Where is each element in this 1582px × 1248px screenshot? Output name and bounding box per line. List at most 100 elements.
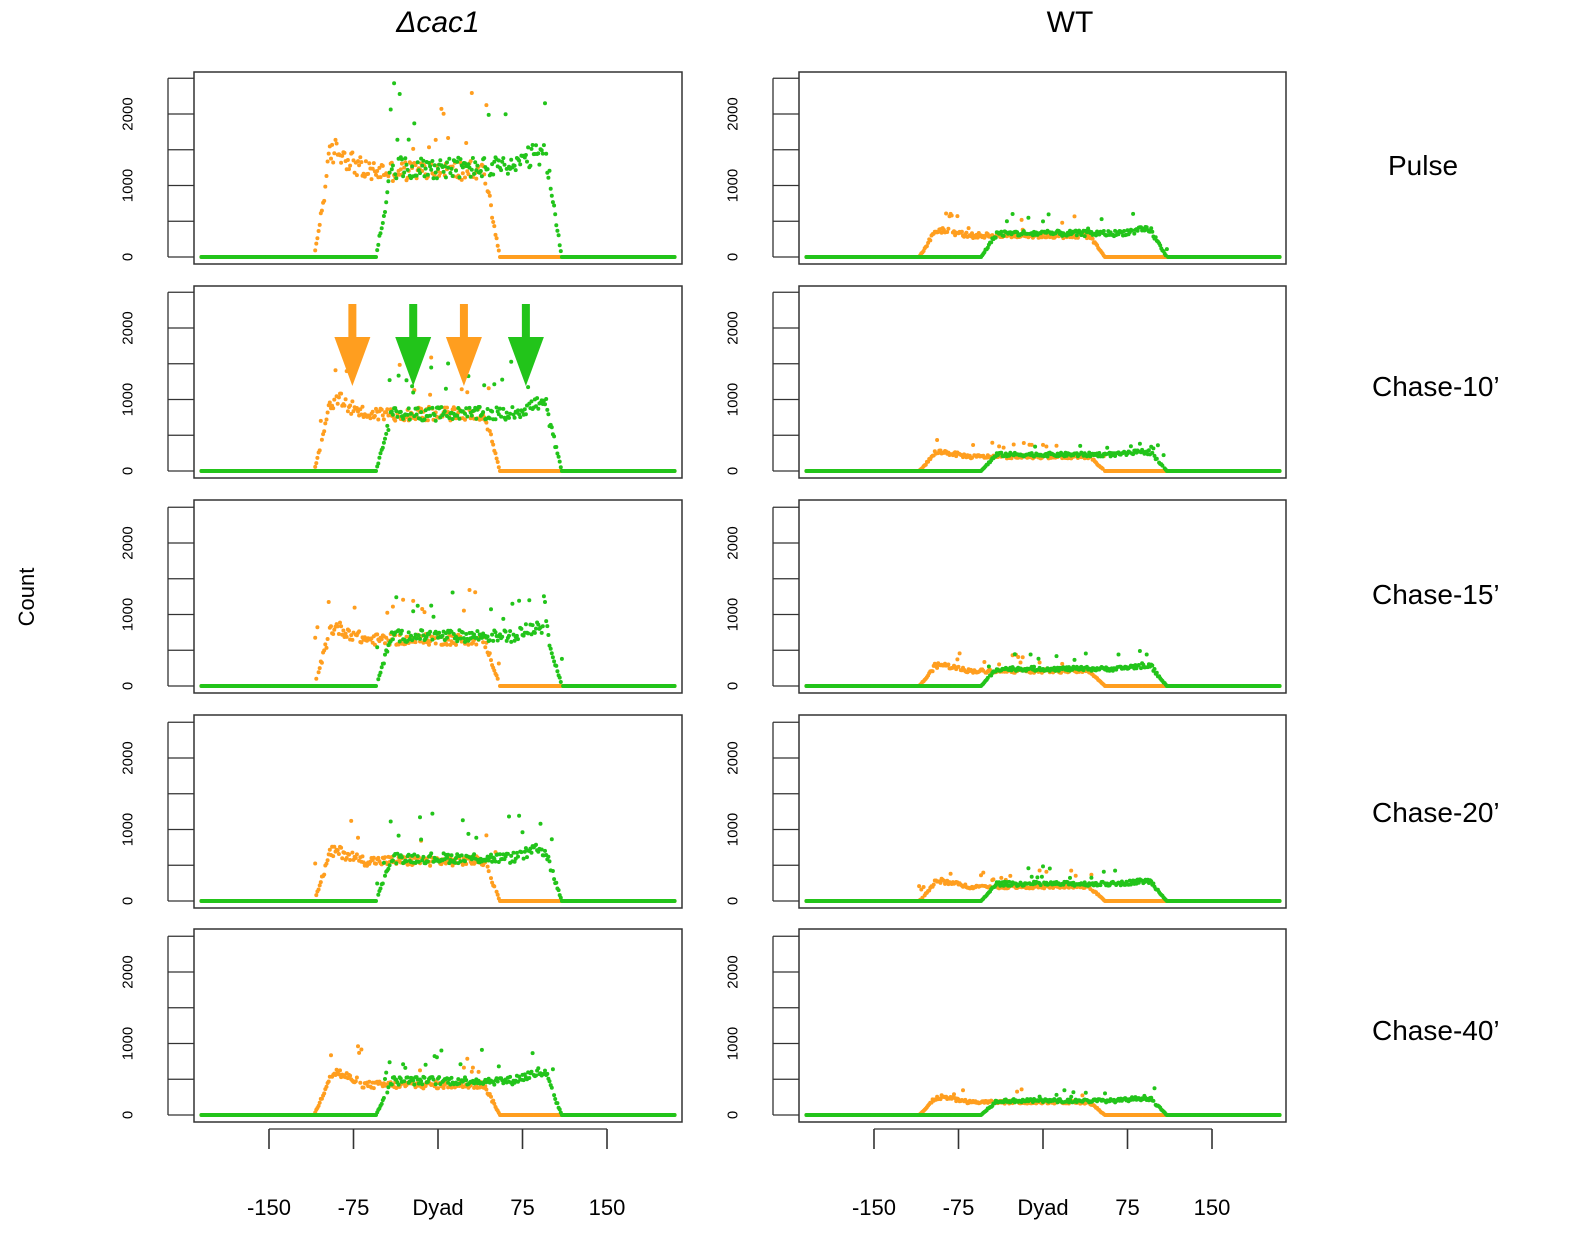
point-orange <box>390 179 395 183</box>
point-green <box>415 854 420 859</box>
y-tick-label: 0 <box>725 253 742 261</box>
point-green <box>520 830 525 835</box>
points <box>199 1044 677 1117</box>
point-orange <box>946 226 951 231</box>
point-orange <box>401 597 406 602</box>
point-green <box>449 1075 454 1080</box>
point-green <box>507 814 511 819</box>
point-orange <box>397 362 402 367</box>
point-green <box>406 852 411 857</box>
point-orange <box>959 229 964 234</box>
point-orange <box>419 406 424 411</box>
point-orange <box>413 640 418 645</box>
point-green <box>412 121 417 126</box>
point-orange <box>319 208 324 213</box>
point-green <box>376 677 381 682</box>
y-tick-label: 1000 <box>120 383 137 416</box>
point-orange <box>371 161 376 166</box>
point-green <box>1010 212 1015 216</box>
point-green <box>499 168 504 173</box>
y-tick-label: 1000 <box>725 169 742 202</box>
point-orange <box>344 634 349 639</box>
point-orange <box>473 590 478 595</box>
point-orange <box>323 421 328 426</box>
point-green <box>505 171 510 176</box>
point-green <box>422 417 427 422</box>
point-orange <box>357 1050 362 1055</box>
point-green <box>385 649 390 654</box>
point-green <box>445 635 449 640</box>
point-green <box>423 166 428 171</box>
point-green <box>469 167 474 172</box>
point-orange <box>377 165 382 170</box>
point-orange <box>314 676 319 681</box>
point-green <box>389 167 394 172</box>
point-orange <box>314 893 319 898</box>
point-green <box>390 163 395 168</box>
point-orange <box>460 171 465 176</box>
point-orange <box>323 184 328 189</box>
point-orange <box>439 106 444 111</box>
point-orange <box>483 181 488 186</box>
point-green <box>429 603 434 608</box>
point-green <box>464 1078 469 1083</box>
point-orange <box>466 642 471 647</box>
point-green <box>519 850 524 855</box>
point-green <box>487 638 492 643</box>
point-orange <box>397 172 402 177</box>
point-orange <box>316 229 321 233</box>
point-green <box>490 409 495 414</box>
point-green <box>449 853 454 858</box>
point-orange <box>386 174 391 179</box>
point-green <box>440 633 445 638</box>
point-orange <box>428 863 433 868</box>
point-orange <box>324 417 329 422</box>
point-orange <box>317 1100 322 1105</box>
point-green <box>449 166 454 171</box>
point-orange <box>325 858 330 863</box>
point-orange <box>490 439 495 444</box>
point-orange <box>333 137 338 142</box>
point-green <box>397 639 402 644</box>
point-green <box>427 160 431 165</box>
point-green <box>479 1047 484 1052</box>
point-green <box>547 1079 552 1084</box>
point-green <box>553 212 558 217</box>
point-green <box>385 190 390 195</box>
point-orange <box>493 232 498 237</box>
point-green <box>433 1082 438 1087</box>
point-green <box>395 137 400 142</box>
point-orange <box>340 153 345 158</box>
point-green <box>508 1074 513 1079</box>
point-green <box>379 1101 384 1106</box>
point-orange <box>354 173 359 178</box>
point-orange <box>496 661 501 666</box>
point-green <box>487 416 492 421</box>
point-orange <box>390 604 395 609</box>
point-green <box>501 616 506 621</box>
y-tick-label: 0 <box>120 1111 137 1119</box>
point-green <box>420 163 425 168</box>
point-orange <box>393 418 398 423</box>
y-tick-label: 1000 <box>120 169 137 202</box>
point-orange <box>495 676 500 681</box>
point-green <box>556 454 561 459</box>
point-green <box>401 416 406 421</box>
point-orange <box>489 1094 493 1099</box>
point-green <box>393 172 398 177</box>
point-green <box>554 880 559 885</box>
point-orange <box>484 420 489 425</box>
point-orange <box>486 190 491 195</box>
point-orange <box>494 456 499 461</box>
column-titles: Δcac1 WT <box>395 6 1093 39</box>
point-orange <box>492 224 497 229</box>
point-green <box>544 619 549 624</box>
row-label-chase-40: Chase-40’ <box>1372 1015 1500 1046</box>
point-orange <box>371 1086 376 1091</box>
point-orange <box>316 887 321 892</box>
point-green <box>431 176 436 181</box>
point-green <box>545 624 550 629</box>
point-green <box>390 858 395 863</box>
